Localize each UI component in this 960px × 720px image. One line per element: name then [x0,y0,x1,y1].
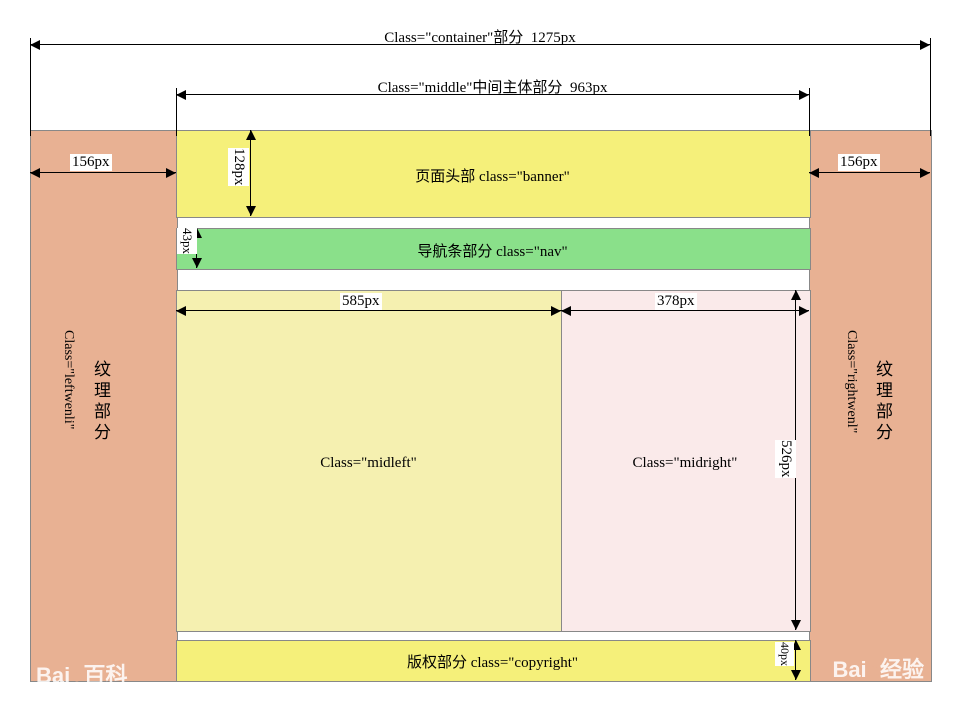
left-title-label: 纹理部分 [88,360,113,444]
left-class-label: Class="leftwenli" [60,330,76,429]
banner-label: 页面头部 class="banner" [176,165,809,186]
midleft-width-arrow [176,310,561,311]
right-class-label: Class="rightwenl" [843,330,859,433]
midleft-label: Class="midleft" [176,455,561,472]
copyright-label: 版权部分 class="copyright" [176,651,809,672]
midleft-width-label: 585px [340,293,382,310]
right-title-label: 纹理部分 [870,360,895,444]
tick [30,38,31,136]
right-side-arrow [809,172,930,173]
midright-label: Class="midright" [561,455,809,472]
midright-width-arrow [561,310,809,311]
tick [176,88,177,136]
right-side-label: 156px [838,154,880,171]
midright-width-label: 378px [655,293,697,310]
middle-width-label: Class="middle"中间主体部分 963px [176,76,809,97]
watermark-right: Bai●经验 [832,652,924,684]
left-side-label: 156px [70,154,112,171]
tick [930,38,931,136]
tick [809,88,810,136]
watermark-left: Bai●百科 [36,658,128,690]
container-width-label: Class="container"部分 1275px [0,26,960,47]
nav-label: 导航条部分 class="nav" [176,240,809,261]
watermark-url: jingyan.baidu.com [819,687,924,702]
left-side-arrow [30,172,176,173]
